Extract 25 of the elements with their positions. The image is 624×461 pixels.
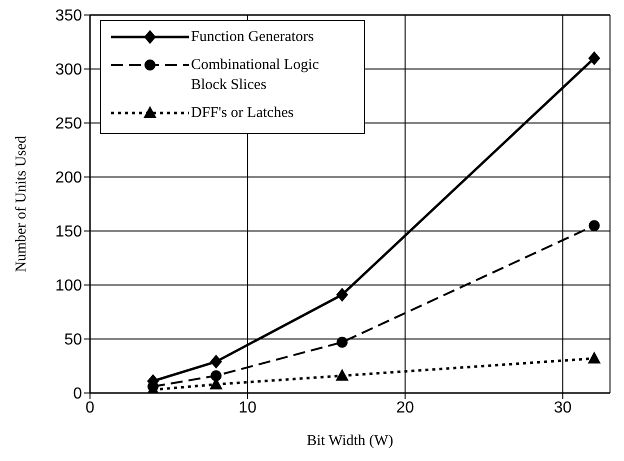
y-tick-label: 350 — [55, 8, 82, 25]
point — [588, 51, 600, 66]
x-tick-label: 20 — [396, 399, 414, 416]
legend-label: DFF's or Latches — [191, 104, 295, 123]
point — [588, 351, 601, 364]
y-tick-label: 250 — [55, 116, 82, 133]
y-tick-label: 200 — [55, 170, 82, 187]
y-axis-title: Number of Units Used — [13, 135, 30, 272]
x-axis-title: Bit Width (W) — [306, 433, 394, 449]
point — [210, 370, 222, 382]
legend-label: Function Generators — [191, 28, 315, 47]
y-tick-label: 50 — [64, 332, 82, 349]
x-tick-label: 10 — [238, 399, 257, 416]
x-tick-label: 0 — [86, 399, 95, 416]
point — [336, 336, 348, 348]
x-tick-label: 30 — [554, 399, 572, 416]
y-tick-label: 100 — [55, 278, 82, 295]
legend-label: Combinational Logic Block Slices — [191, 56, 320, 95]
point — [210, 354, 222, 369]
y-tick-label: 150 — [55, 224, 82, 241]
point — [336, 368, 349, 381]
point — [336, 288, 348, 302]
y-tick-label: 300 — [55, 62, 82, 79]
y-tick-label: 0 — [73, 386, 82, 403]
point — [588, 220, 600, 232]
